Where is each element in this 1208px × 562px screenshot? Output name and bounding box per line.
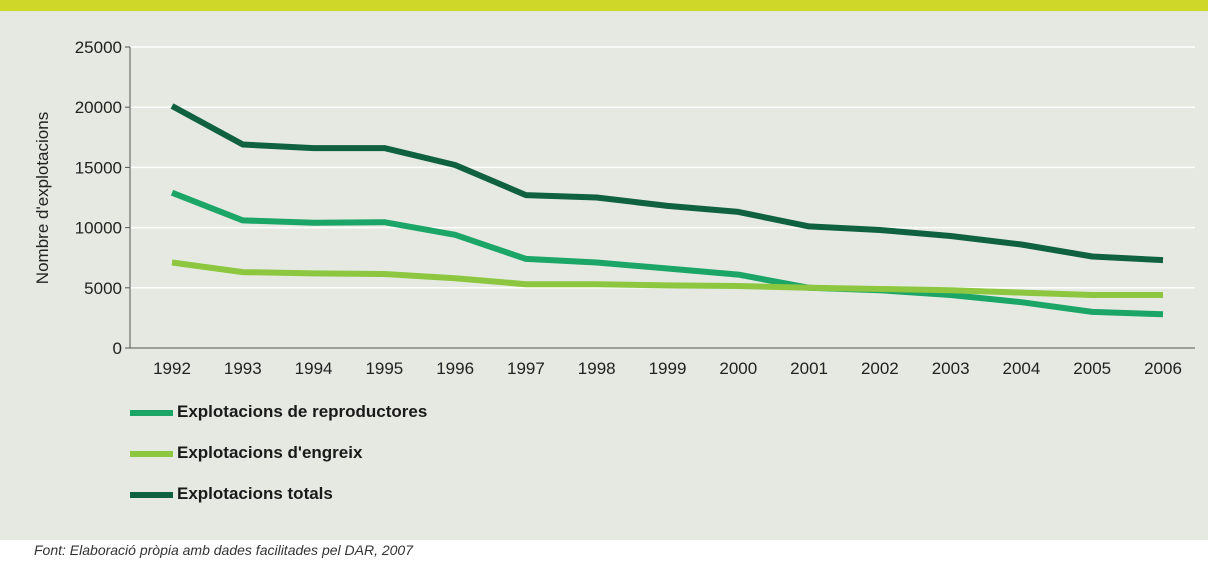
series-line-3 bbox=[170, 103, 1164, 264]
y-tick-label: 20000 bbox=[75, 98, 122, 117]
series-line-1 bbox=[170, 189, 1164, 318]
legend-swatch bbox=[130, 492, 173, 498]
x-tick-label: 1992 bbox=[153, 359, 191, 378]
tick-labels: 0 5000 10000 15000 20000 25000 1992 1993 1994 199… bbox=[75, 38, 1182, 378]
y-tick-label: 25000 bbox=[75, 38, 122, 57]
y-tick-label: 10000 bbox=[75, 219, 122, 238]
x-tick-label: 1998 bbox=[578, 359, 616, 378]
source-note: Font: Elaboració pròpia amb dades facili… bbox=[34, 542, 413, 558]
x-tick-label: 2004 bbox=[1003, 359, 1041, 378]
x-tick-label: 1999 bbox=[649, 359, 687, 378]
line-chart: 0 5000 10000 15000 20000 25000 1992 1993 1994 199… bbox=[33, 38, 1195, 378]
x-tick-label: 1996 bbox=[436, 359, 474, 378]
grid bbox=[130, 46, 1195, 289]
axes bbox=[125, 46, 1195, 349]
series-lines bbox=[170, 103, 1164, 318]
chart-panel bbox=[0, 0, 1208, 540]
x-tick-label: 2005 bbox=[1073, 359, 1111, 378]
x-tick-label: 1993 bbox=[224, 359, 262, 378]
x-tick-label: 1994 bbox=[295, 359, 333, 378]
header-accent-bar bbox=[0, 0, 1208, 11]
x-tick-label: 1995 bbox=[365, 359, 403, 378]
legend-swatch bbox=[130, 410, 173, 416]
y-tick-label: 15000 bbox=[75, 158, 122, 177]
x-tick-label: 2002 bbox=[861, 359, 899, 378]
x-tick-label: 2003 bbox=[932, 359, 970, 378]
legend-label: Explotacions d'engreix bbox=[177, 443, 363, 462]
legend-label: Explotacions totals bbox=[177, 484, 333, 503]
x-tick-label: 1997 bbox=[507, 359, 545, 378]
x-tick-label: 2001 bbox=[790, 359, 828, 378]
x-tick-label: 2000 bbox=[719, 359, 757, 378]
x-tick-label: 2006 bbox=[1144, 359, 1182, 378]
y-tick-label: 5000 bbox=[84, 279, 122, 298]
y-tick-label: 0 bbox=[113, 339, 122, 358]
legend-label: Explotacions de reproductores bbox=[177, 402, 428, 421]
legend-swatch bbox=[130, 451, 173, 457]
series-line-2 bbox=[171, 259, 1163, 298]
y-axis-label: Nombre d'explotacions bbox=[33, 112, 52, 284]
